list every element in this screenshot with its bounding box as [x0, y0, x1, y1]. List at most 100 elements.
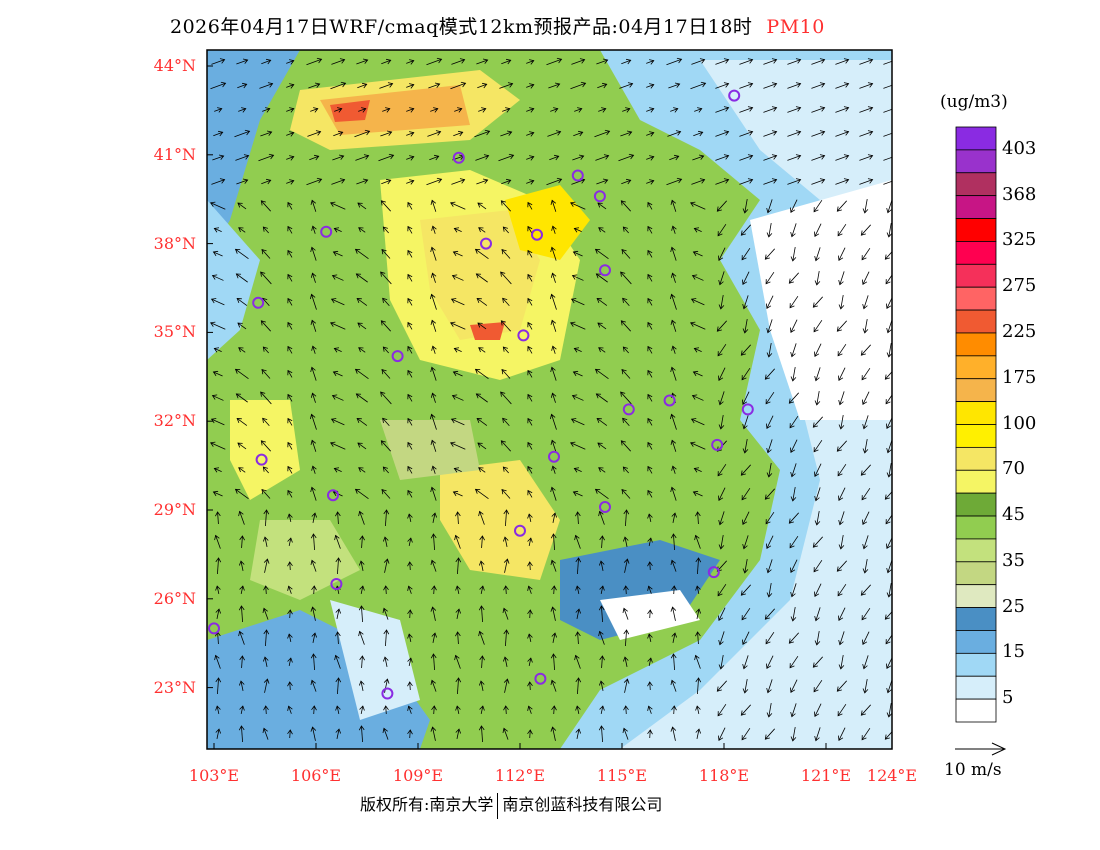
wind-arrow	[717, 463, 727, 477]
wind-arrow	[238, 680, 245, 691]
wind-arrow	[838, 607, 846, 621]
wind-arrow	[451, 394, 464, 401]
wind-arrow	[885, 511, 892, 525]
wind-arrow	[527, 705, 533, 714]
wind-arrow	[527, 441, 533, 450]
wind-arrow	[692, 250, 703, 257]
wind-arrow	[811, 58, 826, 65]
wind-arrow	[837, 583, 847, 597]
wind-arrow	[573, 130, 584, 137]
station-markers	[208, 89, 754, 700]
wind-arrow	[383, 509, 390, 527]
wind-arrow	[740, 584, 751, 596]
wind-arrow	[718, 487, 726, 501]
wind-arrow	[789, 415, 799, 429]
wind-arrow	[308, 82, 321, 89]
wind-arrow	[647, 513, 653, 522]
wind-arrow	[287, 681, 293, 691]
wind-arrow	[453, 467, 462, 473]
wind-arrow	[666, 177, 683, 186]
wind-arrow	[742, 511, 750, 525]
wind-arrow	[210, 441, 226, 450]
wind-arrow	[835, 130, 850, 137]
wind-arrow	[359, 535, 365, 549]
wind-arrow	[259, 82, 274, 89]
wind-arrow	[646, 179, 655, 185]
wind-arrow	[236, 178, 249, 185]
wind-arrow	[621, 368, 631, 379]
wind-arrow	[813, 199, 823, 213]
wind-arrow	[430, 559, 437, 572]
wind-arrow	[790, 439, 798, 453]
wind-arrow	[502, 727, 509, 740]
wind-arrow	[575, 705, 581, 714]
wind-arrow	[739, 106, 754, 113]
wind-arrow	[718, 391, 725, 406]
wind-arrow	[479, 585, 485, 594]
wind-arrow	[238, 560, 245, 571]
wind-arrow	[237, 82, 248, 89]
colorbar-swatch	[955, 355, 997, 380]
wind-arrow	[838, 535, 845, 550]
wind-arrow	[212, 250, 223, 257]
footer-divider	[497, 792, 499, 819]
wind-arrow	[428, 82, 441, 89]
wind-arrow	[501, 58, 512, 65]
wind-arrow	[575, 631, 581, 645]
wind-arrow	[527, 225, 533, 234]
wind-arrow	[431, 585, 437, 595]
wind-arrow	[646, 59, 655, 65]
wind-arrow	[695, 631, 701, 645]
wind-arrow	[620, 200, 631, 212]
wind-arrow	[862, 511, 870, 525]
wind-arrow	[527, 369, 533, 378]
wind-arrow	[213, 130, 224, 137]
wind-arrow	[860, 464, 871, 476]
wind-arrow	[836, 200, 847, 212]
wind-arrow	[263, 629, 270, 647]
wind-arrow	[551, 345, 557, 354]
wind-arrow	[814, 727, 821, 742]
footer-right: 南京创蓝科技有限公司	[502, 795, 663, 814]
wind-arrow	[451, 178, 466, 185]
wind-arrow	[763, 106, 778, 113]
wind-arrow	[622, 656, 629, 667]
wind-arrow	[502, 466, 509, 474]
wind-arrow	[287, 489, 293, 498]
wind-arrow	[690, 298, 705, 306]
wind-arrow	[478, 107, 487, 113]
wind-arrow	[310, 392, 317, 403]
wind-arrow	[383, 678, 390, 693]
wind-arrow	[452, 250, 463, 257]
wind-arrow	[498, 153, 515, 162]
wind-arrow	[357, 322, 367, 330]
wind-arrow	[311, 465, 317, 474]
wind-arrow	[883, 106, 892, 113]
wind-arrow	[407, 705, 413, 714]
wind-arrow	[884, 608, 892, 620]
wind-arrow	[647, 321, 653, 330]
wind-arrow	[647, 657, 653, 666]
wind-arrow	[379, 82, 394, 89]
wind-arrow	[358, 560, 365, 571]
wind-arrow	[407, 513, 413, 522]
wind-arrow	[718, 655, 725, 670]
wind-arrow	[474, 248, 489, 260]
colorbar-swatch	[955, 126, 997, 151]
wind-arrow	[213, 347, 222, 353]
wind-arrow	[407, 465, 413, 474]
wind-arrow	[287, 369, 293, 378]
wind-arrow	[570, 418, 585, 426]
wind-arrow	[838, 295, 845, 310]
wind-arrow	[862, 319, 869, 334]
wind-arrow	[695, 557, 702, 575]
colorbar-swatch	[955, 149, 997, 174]
wind-arrow	[330, 81, 347, 90]
colorbar-label: 70	[1002, 458, 1025, 480]
wind-arrow	[790, 703, 797, 718]
wind-arrow	[572, 490, 583, 497]
wind-arrow	[599, 705, 605, 714]
wind-arrow	[502, 536, 509, 547]
wind-arrow	[527, 561, 533, 571]
wind-arrow	[500, 391, 512, 405]
